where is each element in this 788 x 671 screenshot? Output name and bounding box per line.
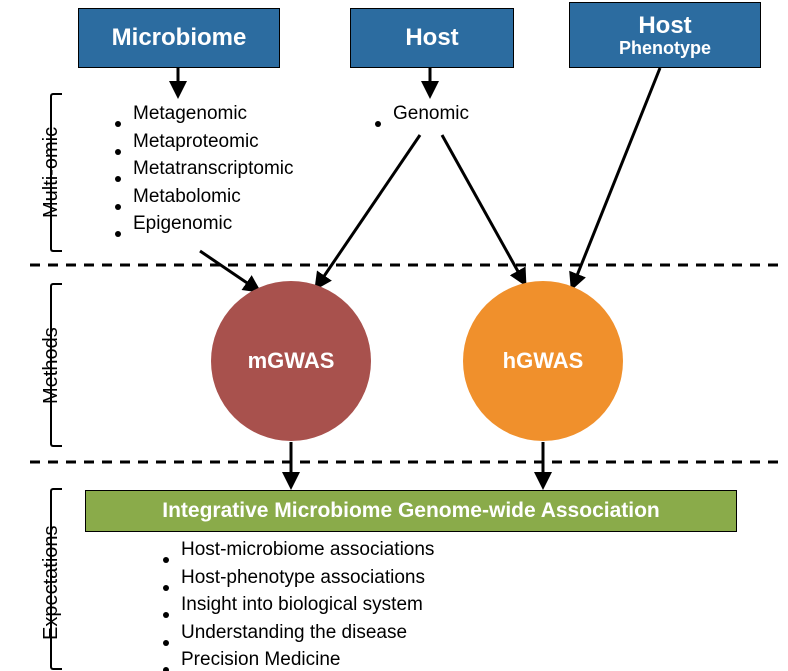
bullet-icon [115, 149, 121, 155]
list-item-label: Metabolomic [133, 183, 241, 211]
list-item-label: Insight into biological system [181, 591, 423, 619]
bullet-icon [163, 667, 169, 671]
bullet-icon [115, 231, 121, 237]
bullets-host: Genomic [375, 100, 469, 128]
box-host-phenotype-sub: Phenotype [619, 38, 711, 59]
arrow-host-to-mgwas [316, 135, 420, 288]
list-item: Genomic [375, 100, 469, 128]
bullet-icon [163, 585, 169, 591]
box-integrative: Integrative Microbiome Genome-wide Assoc… [85, 490, 737, 532]
list-item: Understanding the disease [163, 619, 434, 647]
list-item: Metatranscriptomic [115, 155, 294, 183]
list-item: Metabolomic [115, 183, 294, 211]
list-item: Metagenomic [115, 100, 294, 128]
circle-hgwas-label: hGWAS [503, 348, 584, 374]
list-item-label: Metagenomic [133, 100, 247, 128]
bullet-icon [115, 176, 121, 182]
bullet-icon [115, 121, 121, 127]
side-label-expectations: Expectations [40, 525, 63, 640]
bullet-icon [375, 121, 381, 127]
list-item: Metaproteomic [115, 128, 294, 156]
list-item-label: Metaproteomic [133, 128, 259, 156]
box-integrative-label: Integrative Microbiome Genome-wide Assoc… [162, 499, 660, 523]
list-item: Precision Medicine [163, 646, 434, 671]
list-item-label: Metatranscriptomic [133, 155, 294, 183]
list-item: Epigenomic [115, 210, 294, 238]
list-item: Insight into biological system [163, 591, 434, 619]
arrow-host-to-hgwas [442, 135, 525, 284]
list-item-label: Host-phenotype associations [181, 564, 425, 592]
arrow-phenotype-to-hgwas [572, 68, 660, 288]
side-label-multi-omic: Multi-omic [40, 127, 63, 218]
list-item: Host-phenotype associations [163, 564, 434, 592]
list-item-label: Epigenomic [133, 210, 232, 238]
bullets-expectations: Host-microbiome associationsHost-phenoty… [163, 536, 434, 671]
box-microbiome: Microbiome [78, 8, 280, 68]
bullet-icon [163, 557, 169, 563]
bullets-microbiome: MetagenomicMetaproteomicMetatranscriptom… [115, 100, 294, 238]
list-item-label: Precision Medicine [181, 646, 340, 671]
diagram-stage: Microbiome Host Host Phenotype Metagenom… [0, 0, 788, 671]
box-microbiome-label: Microbiome [112, 24, 247, 52]
circle-mgwas: mGWAS [211, 281, 371, 441]
box-host-phenotype-label: Host [638, 12, 691, 40]
arrow-microbiome-to-mgwas [200, 251, 259, 291]
bullet-icon [163, 612, 169, 618]
list-item-label: Genomic [393, 100, 469, 128]
box-host-phenotype: Host Phenotype [569, 2, 761, 68]
list-item-label: Host-microbiome associations [181, 536, 434, 564]
bullet-icon [163, 640, 169, 646]
box-host: Host [350, 8, 514, 68]
box-host-label: Host [405, 24, 458, 52]
side-label-methods: Methods [40, 327, 63, 404]
list-item-label: Understanding the disease [181, 619, 407, 647]
list-item: Host-microbiome associations [163, 536, 434, 564]
circle-mgwas-label: mGWAS [248, 348, 335, 374]
bullet-icon [115, 204, 121, 210]
circle-hgwas: hGWAS [463, 281, 623, 441]
